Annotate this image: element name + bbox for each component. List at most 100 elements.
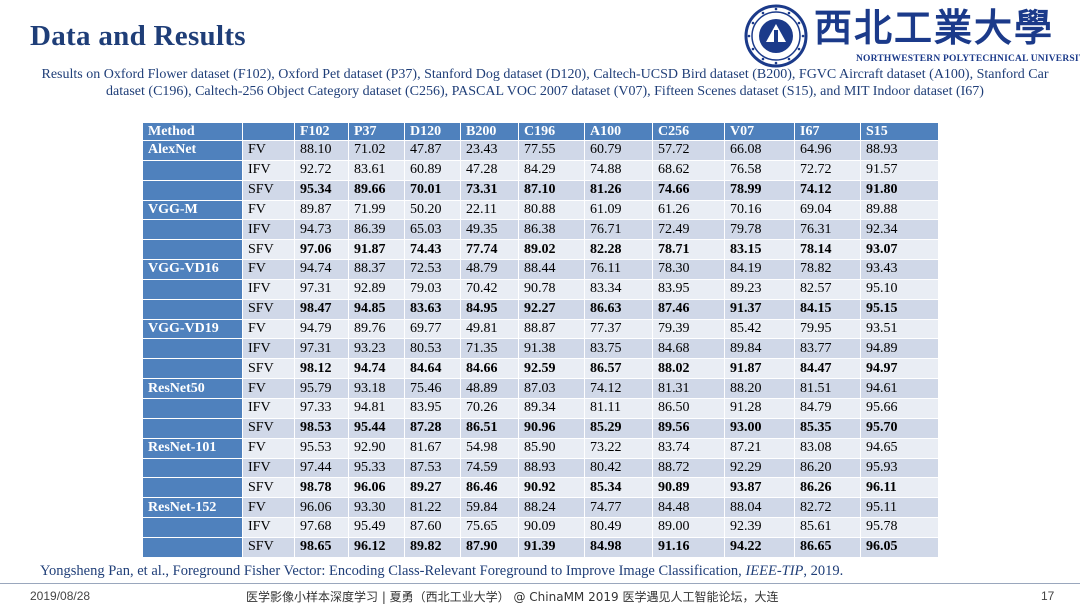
column-header-s15: S15 bbox=[860, 122, 939, 141]
column-header-f102: F102 bbox=[294, 122, 349, 141]
value-cell: 96.06 bbox=[294, 497, 349, 519]
table-row: SFV 98.78 96.06 89.27 86.46 90.92 85.34 90.89 93… bbox=[142, 477, 939, 499]
variant-cell: SFV bbox=[242, 179, 295, 201]
value-cell: 83.95 bbox=[652, 278, 725, 300]
column-header-b200: B200 bbox=[460, 122, 519, 141]
value-cell: 96.05 bbox=[860, 536, 939, 558]
value-cell: 94.61 bbox=[860, 378, 939, 399]
value-cell: 95.10 bbox=[860, 278, 939, 300]
value-cell: 91.80 bbox=[860, 179, 939, 201]
value-cell: 49.81 bbox=[460, 318, 519, 340]
method-cell-empty bbox=[142, 457, 243, 479]
value-cell: 86.50 bbox=[652, 397, 725, 419]
value-cell: 77.55 bbox=[518, 140, 585, 161]
value-cell: 57.72 bbox=[652, 140, 725, 161]
value-cell: 82.72 bbox=[794, 497, 861, 519]
value-cell: 92.89 bbox=[348, 278, 405, 300]
value-cell: 97.68 bbox=[294, 517, 349, 538]
variant-cell: SFV bbox=[242, 417, 295, 439]
value-cell: 72.72 bbox=[794, 159, 861, 181]
value-cell: 93.00 bbox=[724, 417, 795, 439]
value-cell: 77.74 bbox=[460, 239, 519, 261]
value-cell: 84.29 bbox=[518, 159, 585, 181]
value-cell: 48.79 bbox=[460, 259, 519, 280]
value-cell: 61.09 bbox=[584, 199, 653, 221]
value-cell: 78.30 bbox=[652, 259, 725, 280]
value-cell: 47.28 bbox=[460, 159, 519, 181]
method-cell-empty bbox=[142, 536, 243, 558]
value-cell: 74.59 bbox=[460, 457, 519, 479]
value-cell: 54.98 bbox=[460, 437, 519, 459]
value-cell: 94.73 bbox=[294, 219, 349, 241]
table-row: VGG-VD16 FV 94.74 88.37 72.53 48.79 88.44 76.11… bbox=[142, 259, 939, 280]
value-cell: 86.38 bbox=[518, 219, 585, 241]
value-cell: 85.61 bbox=[794, 517, 861, 538]
column-header-p37: P37 bbox=[348, 122, 405, 141]
value-cell: 83.75 bbox=[584, 338, 653, 360]
value-cell: 88.87 bbox=[518, 318, 585, 340]
value-cell: 90.96 bbox=[518, 417, 585, 439]
value-cell: 74.66 bbox=[652, 179, 725, 201]
variant-cell: FV bbox=[242, 140, 295, 161]
value-cell: 88.04 bbox=[724, 497, 795, 519]
value-cell: 71.35 bbox=[460, 338, 519, 360]
column-header-i67: I67 bbox=[794, 122, 861, 141]
value-cell: 95.49 bbox=[348, 517, 405, 538]
university-name-chinese: 西北工業大學 bbox=[814, 5, 1055, 50]
value-cell: 86.39 bbox=[348, 219, 405, 241]
value-cell: 92.59 bbox=[518, 358, 585, 380]
value-cell: 83.08 bbox=[794, 437, 861, 459]
value-cell: 95.70 bbox=[860, 417, 939, 439]
value-cell: 93.07 bbox=[860, 239, 939, 261]
value-cell: 94.97 bbox=[860, 358, 939, 380]
value-cell: 60.89 bbox=[404, 159, 461, 181]
value-cell: 60.79 bbox=[584, 140, 653, 161]
table-caption: Results on Oxford Flower dataset (F102),… bbox=[41, 67, 1049, 99]
citation-suffix: , 2019. bbox=[803, 563, 844, 579]
table-body: AlexNet FV 88.10 71.02 47.87 23.43 77.55 60.79 5… bbox=[142, 140, 939, 558]
value-cell: 94.22 bbox=[724, 536, 795, 558]
value-cell: 74.43 bbox=[404, 239, 461, 261]
value-cell: 80.42 bbox=[584, 457, 653, 479]
value-cell: 70.01 bbox=[404, 179, 461, 201]
table-row: VGG-VD19 FV 94.79 89.76 69.77 49.81 88.87 77.37… bbox=[142, 318, 939, 340]
value-cell: 94.74 bbox=[294, 259, 349, 280]
value-cell: 48.89 bbox=[460, 378, 519, 399]
value-cell: 97.06 bbox=[294, 239, 349, 261]
table-row: ResNet-152 FV 96.06 93.30 81.22 59.84 88.24 74.… bbox=[142, 497, 939, 519]
value-cell: 83.61 bbox=[348, 159, 405, 181]
value-cell: 72.53 bbox=[404, 259, 461, 280]
value-cell: 92.34 bbox=[860, 219, 939, 241]
column-header-d120: D120 bbox=[404, 122, 461, 141]
value-cell: 61.26 bbox=[652, 199, 725, 221]
value-cell: 88.44 bbox=[518, 259, 585, 280]
value-cell: 85.42 bbox=[724, 318, 795, 340]
table-row: SFV 98.53 95.44 87.28 86.51 90.96 85.29 89.56 93… bbox=[142, 417, 939, 439]
value-cell: 98.47 bbox=[294, 298, 349, 320]
value-cell: 87.21 bbox=[724, 437, 795, 459]
value-cell: 87.03 bbox=[518, 378, 585, 399]
value-cell: 91.87 bbox=[724, 358, 795, 380]
table-row: AlexNet FV 88.10 71.02 47.87 23.43 77.55 60.79 5… bbox=[142, 140, 939, 161]
column-header-variant bbox=[242, 122, 295, 141]
value-cell: 74.88 bbox=[584, 159, 653, 181]
variant-cell: IFV bbox=[242, 278, 295, 300]
variant-cell: IFV bbox=[242, 159, 295, 181]
value-cell: 22.11 bbox=[460, 199, 519, 221]
value-cell: 81.31 bbox=[652, 378, 725, 399]
value-cell: 84.66 bbox=[460, 358, 519, 380]
method-name-cell: ResNet-152 bbox=[142, 497, 243, 519]
table-row: ResNet-101 FV 95.53 92.90 81.67 54.98 85.90 73.… bbox=[142, 437, 939, 459]
value-cell: 85.34 bbox=[584, 477, 653, 499]
value-cell: 85.90 bbox=[518, 437, 585, 459]
variant-cell: FV bbox=[242, 497, 295, 519]
value-cell: 81.67 bbox=[404, 437, 461, 459]
value-cell: 75.65 bbox=[460, 517, 519, 538]
method-name-cell: VGG-M bbox=[142, 199, 243, 221]
value-cell: 96.06 bbox=[348, 477, 405, 499]
value-cell: 97.33 bbox=[294, 397, 349, 419]
footer-date: 2019/08/28 bbox=[30, 589, 91, 603]
results-table: Method F102 P37 D120 B200 C196 A100 C256 V07 I67 S… bbox=[142, 122, 939, 558]
value-cell: 98.78 bbox=[294, 477, 349, 499]
value-cell: 88.37 bbox=[348, 259, 405, 280]
